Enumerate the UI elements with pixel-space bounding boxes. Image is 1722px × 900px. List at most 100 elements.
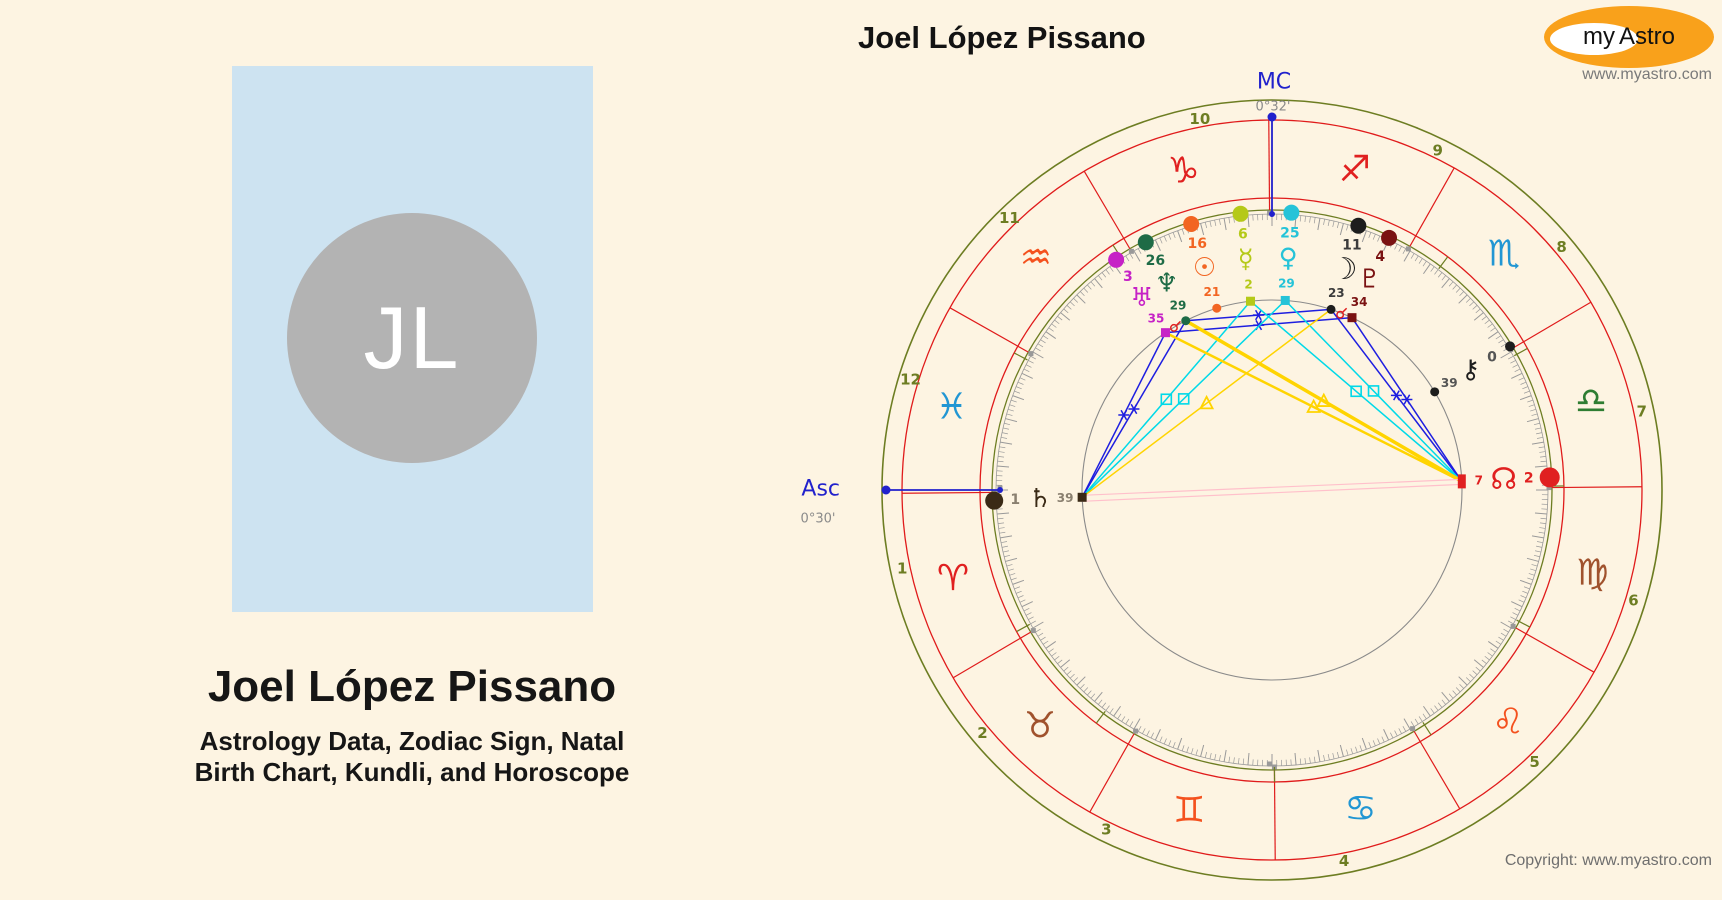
degree-tick — [1441, 691, 1450, 702]
degree-tick — [1522, 386, 1529, 390]
degree-tick — [1402, 725, 1407, 732]
degree-tick — [1313, 756, 1316, 763]
degree-tick — [1042, 640, 1049, 645]
degree-tick — [1040, 636, 1046, 641]
degree-tick — [1455, 287, 1461, 293]
house-cusp — [1513, 347, 1528, 357]
planet-degree-venus: 25 — [1280, 226, 1299, 242]
conjunction-glyph — [1169, 323, 1178, 332]
degree-tick — [1105, 269, 1110, 275]
logo-astro: Astro — [1618, 23, 1675, 50]
trine-line — [1164, 331, 1463, 483]
degree-tick — [1109, 708, 1114, 714]
degree-tick — [1228, 217, 1231, 224]
degree-tick — [1519, 395, 1532, 401]
degree-tick — [1490, 648, 1496, 653]
degree-tick — [1452, 284, 1457, 290]
degree-tick — [1414, 718, 1419, 725]
degree-tick — [1025, 364, 1032, 368]
sign-glyph-taurus: ♉ — [1024, 706, 1056, 747]
degree-tick — [1294, 752, 1297, 765]
square-line — [1284, 299, 1463, 482]
degree-tick — [1473, 659, 1484, 668]
degree-tick — [1487, 641, 1499, 649]
planet-degree-pluto: 4 — [1375, 249, 1385, 265]
logo-text: my Astro — [1544, 6, 1714, 68]
degree-tick — [1533, 554, 1540, 558]
site-url-link[interactable]: www.myastro.com — [1582, 66, 1712, 83]
house-cusp — [1438, 256, 1449, 270]
degree-tick — [1346, 749, 1349, 756]
degree-tick — [1172, 741, 1176, 748]
cusp-marker — [1028, 351, 1034, 357]
mc-inner-dot — [1269, 211, 1275, 217]
degree-tick — [1403, 250, 1411, 262]
degree-tick — [1526, 557, 1539, 562]
degree-tick — [1021, 601, 1033, 608]
degree-tick — [1168, 740, 1172, 747]
degree-tick — [1247, 215, 1250, 228]
degree-tick — [1522, 590, 1529, 594]
degree-tick — [1475, 666, 1481, 672]
degree-tick — [1146, 730, 1150, 737]
degree-tick — [1129, 253, 1134, 259]
house-number-2: 2 — [977, 724, 987, 742]
degree-tick — [1001, 541, 1008, 544]
degree-tick — [1017, 381, 1024, 385]
degree-tick — [1015, 386, 1022, 390]
degree-tick — [1014, 390, 1021, 394]
degree-tick — [1309, 757, 1311, 764]
degree-tick — [1469, 301, 1475, 307]
degree-tick — [1032, 621, 1044, 629]
planet-ring-dot-moon — [1350, 217, 1367, 234]
degree-tick — [1381, 736, 1385, 743]
degree-tick — [1030, 620, 1037, 625]
planet-ring-dot-mercury — [1232, 205, 1249, 222]
degree-tick — [1377, 235, 1381, 242]
degree-tick — [1009, 573, 1016, 576]
degree-tick — [1410, 253, 1415, 259]
degree-tick — [1073, 677, 1079, 682]
degree-tick — [1484, 655, 1490, 661]
degree-tick — [1066, 305, 1072, 310]
planet-degree-moon: 11 — [1342, 238, 1361, 254]
degree-tick — [1511, 372, 1523, 379]
degree-tick — [1017, 595, 1024, 599]
degree-tick — [1006, 413, 1013, 416]
square-line — [1081, 300, 1252, 498]
degree-tick — [1512, 612, 1519, 616]
degree-tick — [1125, 718, 1130, 725]
mc-label: MC — [1257, 70, 1291, 95]
degree-tick — [1004, 422, 1011, 426]
degree-tick — [1010, 577, 1017, 581]
degree-tick — [1472, 305, 1478, 310]
degree-tick — [1538, 531, 1545, 534]
degree-tick — [1519, 579, 1532, 585]
planet-aspect-marker-uranus — [1160, 328, 1170, 338]
degree-tick — [1019, 377, 1026, 381]
degree-tick — [1394, 730, 1398, 737]
myastro-logo[interactable]: my Astro — [1544, 6, 1714, 68]
degree-tick — [1495, 640, 1502, 645]
profile-panel: JL — [232, 66, 593, 612]
degree-tick — [1510, 616, 1516, 620]
planet-ring-dot-pluto — [1381, 229, 1398, 246]
planet-ring-dot-saturn — [985, 491, 1004, 510]
degree-tick — [1498, 636, 1504, 641]
degree-tick — [1339, 223, 1344, 236]
degree-tick — [1025, 612, 1032, 616]
house-number-6: 6 — [1628, 592, 1638, 610]
degree-tick — [1028, 360, 1034, 364]
degree-tick — [1223, 749, 1227, 762]
degree-tick — [1359, 745, 1363, 752]
planet-degree-sun: 16 — [1188, 236, 1207, 252]
planet-glyph-uranus: ♅ — [1130, 283, 1153, 313]
degree-tick — [1109, 266, 1114, 272]
conjunction-glyph — [1175, 320, 1181, 327]
degree-tick — [1012, 395, 1025, 401]
degree-tick — [1394, 243, 1398, 250]
degree-tick — [1418, 716, 1423, 722]
planet-glyph-sun: ☉ — [1193, 253, 1216, 283]
degree-tick — [1101, 272, 1107, 278]
degree-tick — [1383, 729, 1390, 741]
